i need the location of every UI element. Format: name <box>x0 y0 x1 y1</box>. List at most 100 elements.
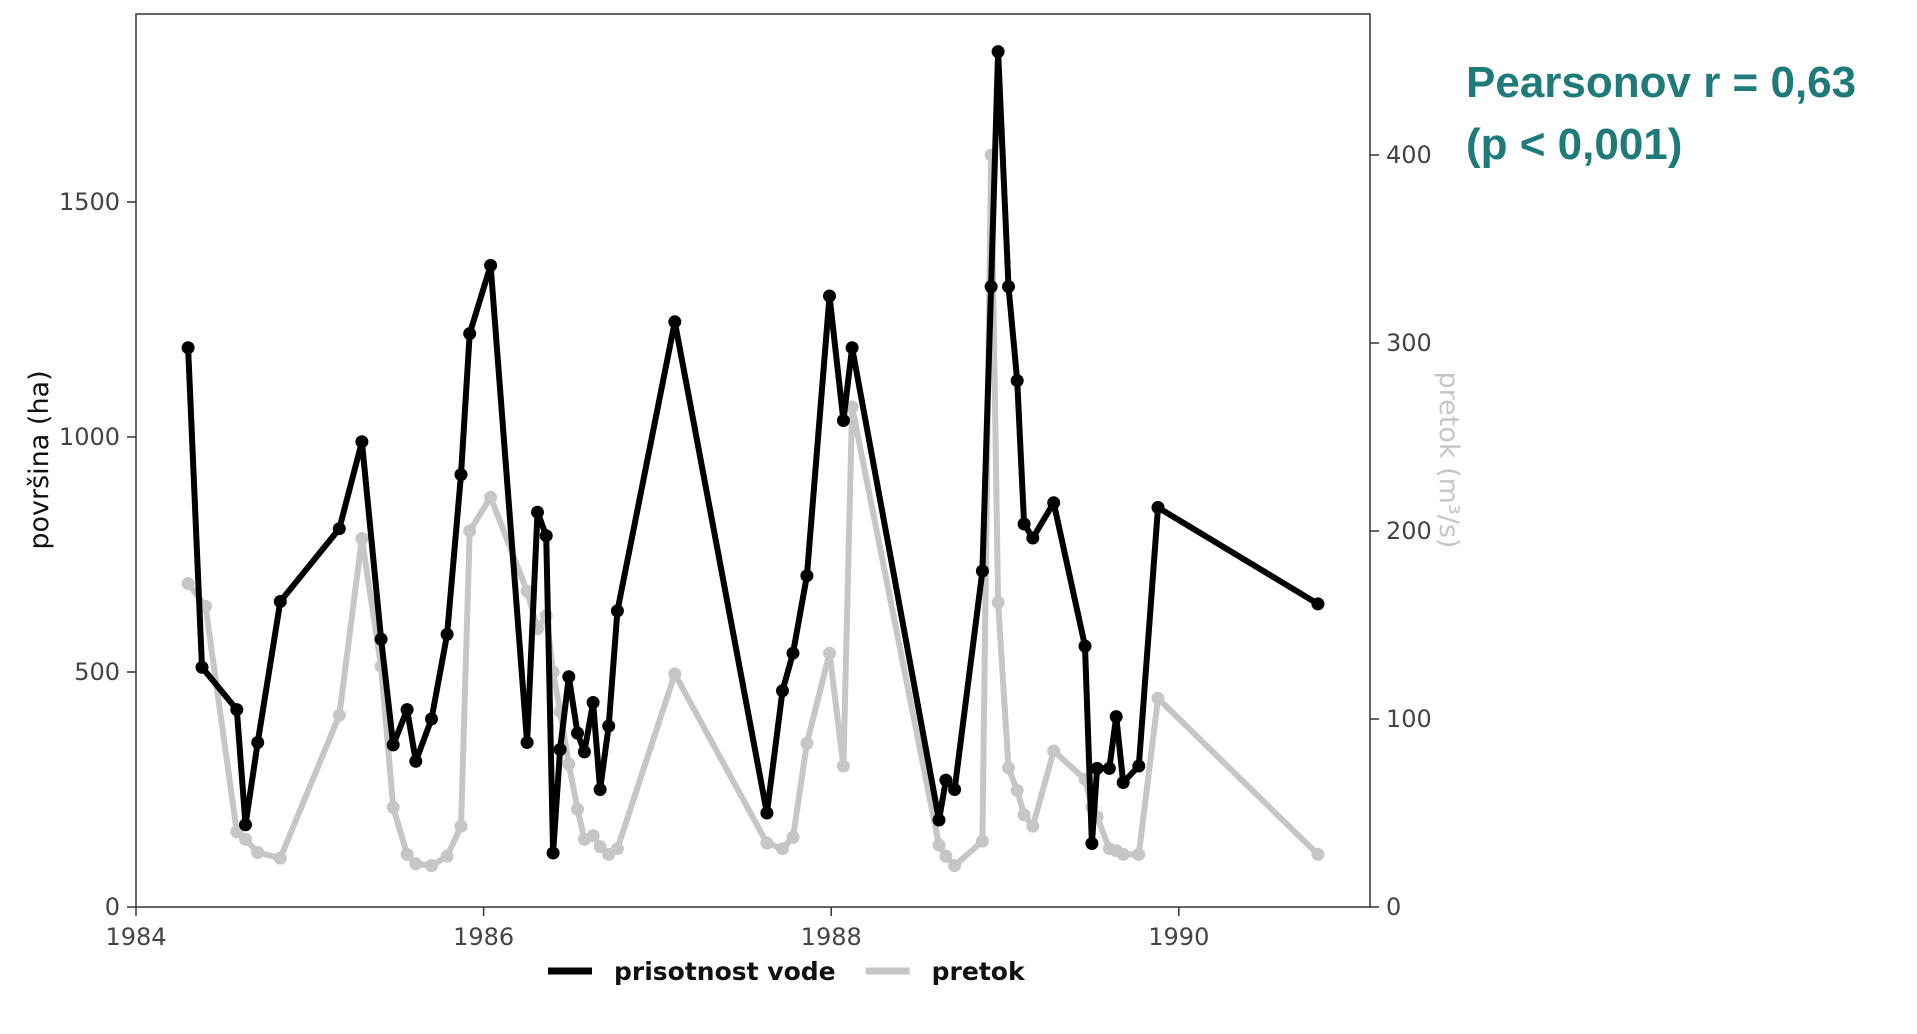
x-tick-label: 1988 <box>801 923 862 951</box>
data-point <box>425 712 438 726</box>
data-point <box>932 813 946 827</box>
y-axis-label: površina (ha) <box>24 370 55 549</box>
data-point <box>440 627 454 641</box>
data-point <box>454 468 468 482</box>
data-point <box>374 632 388 646</box>
data-point <box>1078 639 1092 653</box>
data-point <box>836 414 850 427</box>
pearson-r-text: Pearsonov r = 0,63 <box>1466 58 1857 107</box>
data-point <box>355 532 369 545</box>
data-point <box>593 840 607 854</box>
data-point <box>1047 496 1061 510</box>
data-point <box>948 783 962 796</box>
data-point <box>239 818 252 832</box>
data-point <box>239 832 252 846</box>
data-point <box>520 736 534 749</box>
data-point <box>553 743 567 756</box>
data-point <box>1109 710 1123 724</box>
data-point <box>845 400 859 414</box>
data-point <box>984 280 998 294</box>
data-point <box>463 524 477 538</box>
x-tick-label: 1984 <box>105 923 166 951</box>
data-point <box>776 842 789 856</box>
legend-label: prisotnost vode <box>614 957 836 986</box>
data-point <box>975 834 989 848</box>
data-point <box>610 842 624 856</box>
y-tick-label: 1500 <box>59 188 120 216</box>
data-point <box>273 851 287 865</box>
legend: prisotnost vode pretok <box>548 957 1026 986</box>
data-point <box>571 726 584 740</box>
y2-tick-label: 300 <box>1386 329 1432 357</box>
data-point <box>939 849 953 863</box>
data-point <box>332 708 346 722</box>
data-point <box>668 667 682 681</box>
data-point <box>602 719 616 733</box>
data-point <box>1010 374 1024 388</box>
data-point <box>668 315 682 329</box>
data-point <box>948 859 962 873</box>
data-point <box>484 490 498 504</box>
data-point <box>1002 280 1015 294</box>
data-point <box>1002 761 1015 775</box>
series-line <box>185 48 1321 856</box>
data-point <box>610 604 624 618</box>
data-point <box>1116 776 1130 789</box>
data-point <box>975 564 989 578</box>
data-point <box>786 646 800 660</box>
data-point <box>1116 847 1130 861</box>
data-point <box>539 529 553 543</box>
data-point <box>230 825 244 839</box>
data-point <box>571 802 584 816</box>
data-point <box>520 584 534 598</box>
data-point <box>1151 501 1165 514</box>
x-tick-label: 1990 <box>1148 923 1209 951</box>
data-point <box>386 738 400 752</box>
data-point <box>181 341 195 355</box>
data-point <box>823 289 836 303</box>
series-layer <box>181 45 1325 873</box>
data-point <box>586 829 600 843</box>
data-point <box>400 847 414 861</box>
data-point <box>586 696 600 709</box>
data-point <box>1102 761 1116 775</box>
data-point <box>823 646 836 660</box>
data-point <box>409 754 423 768</box>
data-point <box>195 660 209 674</box>
series-prisotnost-vode <box>181 45 1325 860</box>
data-point <box>1017 517 1031 531</box>
data-point <box>1085 837 1099 850</box>
data-point <box>440 849 454 863</box>
data-point <box>800 736 814 750</box>
data-point <box>454 819 468 833</box>
data-point <box>251 846 265 859</box>
correlation-annotation: Pearsonov r = 0,63 (p < 0,001) <box>1466 52 1856 176</box>
y2-tick-label: 100 <box>1386 705 1432 733</box>
data-point <box>932 838 946 852</box>
data-point <box>776 684 789 698</box>
y2-tick-label: 0 <box>1386 893 1401 921</box>
y2-axis-label: pretok (m³/s) <box>1433 372 1464 549</box>
data-point <box>760 836 774 850</box>
data-point <box>1026 819 1040 833</box>
y-tick-label: 0 <box>105 893 120 921</box>
legend-item: pretok <box>865 957 1026 986</box>
y2-tick-label: 200 <box>1386 517 1432 545</box>
p-value-text: (p < 0,001) <box>1466 120 1683 169</box>
data-point <box>409 857 423 871</box>
legend-label: pretok <box>932 957 1026 986</box>
data-point <box>386 800 400 814</box>
y-tick-label: 500 <box>74 658 120 686</box>
data-point <box>786 830 800 844</box>
data-point <box>273 595 287 608</box>
legend-item: prisotnost vode <box>548 957 836 986</box>
data-point <box>1047 744 1061 758</box>
data-point <box>1311 847 1325 861</box>
data-point <box>400 703 414 717</box>
data-point <box>562 757 576 771</box>
data-point <box>836 759 850 773</box>
data-point <box>1151 691 1165 705</box>
data-point <box>484 258 498 272</box>
data-point <box>181 577 195 591</box>
